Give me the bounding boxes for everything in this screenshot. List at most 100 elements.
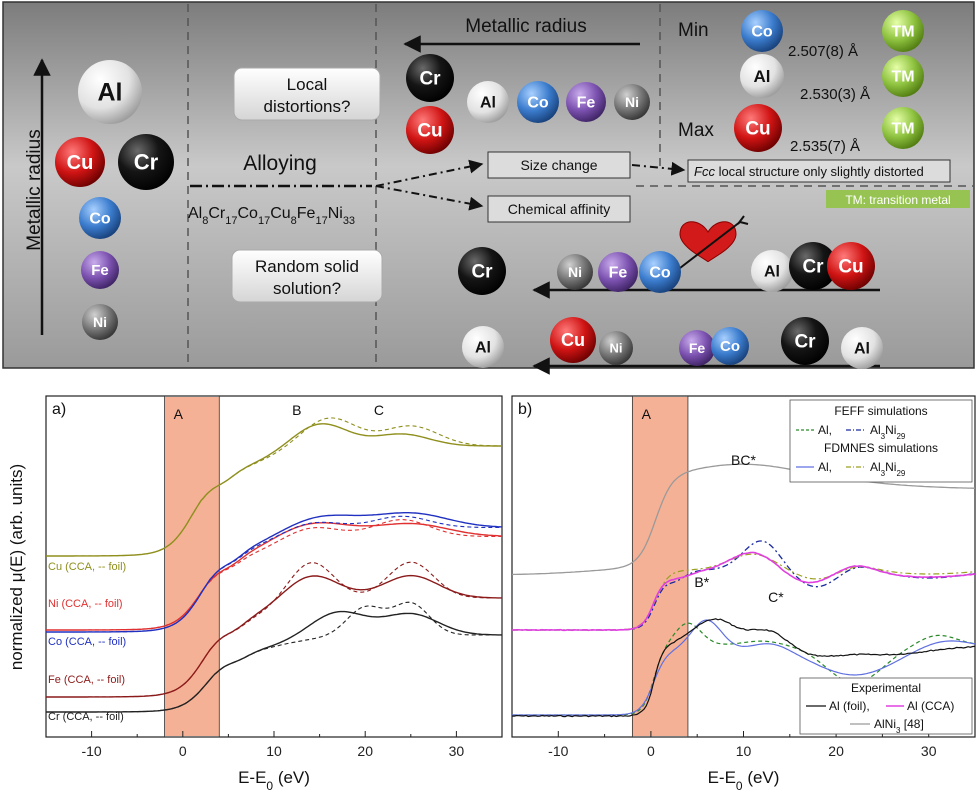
atom-co: Co (79, 197, 121, 239)
metallic-radius-label: Metallic radius (465, 16, 586, 37)
atom-fe: Fe (566, 82, 606, 122)
series-label: Fe (CCA, -- foil) (48, 674, 125, 686)
schematic-background (2, 1, 975, 369)
atom-cu: Cu (406, 106, 454, 154)
peak-annotation: B (292, 402, 301, 418)
atom-label: Co (527, 95, 549, 112)
chart-panel-a: -10 0 10 20 30 E-E0 (eV) a) A B C Cu (CCA, -- foil… (45, 395, 503, 793)
metallic-radius-axis-label: Metallic radius (24, 129, 45, 250)
atom-label: Co (751, 24, 773, 41)
panel-a-frame (45, 395, 503, 738)
size-change-label: Size change (520, 157, 597, 173)
atom-label: Fe (609, 264, 628, 281)
atom-label: Cr (802, 256, 824, 277)
legend-entry: Al (foil), (829, 699, 870, 713)
schematic-panel: Metallic radius Local distortions? Rando… (2, 1, 975, 375)
atom-label: Cu (67, 152, 94, 174)
alloying-label: Alloying (243, 152, 317, 175)
atom-cr: Cr (781, 317, 829, 365)
series-line (46, 574, 502, 698)
atom-label: TM (891, 24, 914, 41)
atom-cu: Cu (550, 317, 596, 363)
chemical-affinity-label: Chemical affinity (508, 201, 610, 217)
min-label: Min (678, 20, 709, 41)
bond-length-al: 2.530(3) Å (800, 86, 870, 103)
atom-cu: Cu (734, 104, 782, 152)
atom-label: Al (480, 95, 496, 112)
region-a-shade (632, 397, 688, 736)
atom-co: Co (517, 81, 559, 123)
series-line (46, 601, 502, 713)
bond-length-cu: 2.535(7) Å (790, 138, 860, 155)
x-axis-label: E-E0 (eV) (238, 768, 310, 793)
atom-fe: Fe (598, 252, 638, 292)
legend-entry: Al, (818, 460, 832, 474)
atom-label: Ni (610, 341, 623, 356)
series-label: Ni (CCA, -- foil) (48, 598, 123, 610)
x-tick-label: -10 (548, 743, 568, 759)
atom-label: Cu (561, 330, 585, 350)
series-line (46, 522, 502, 631)
atom-label: TM (891, 69, 914, 86)
atom-co: Co (639, 251, 681, 293)
atom-al: Al (78, 60, 142, 124)
x-tick-label: 20 (357, 743, 373, 759)
heart-icon (679, 215, 749, 269)
atom-label: Ni (93, 314, 107, 330)
atom-ni: Ni (82, 304, 118, 340)
x-tick-label: 0 (179, 743, 187, 759)
atom-al: Al (462, 326, 504, 368)
atom-cr: Cr (118, 134, 174, 190)
atom-label: Cr (419, 68, 441, 89)
atom-cu: Cu (827, 242, 875, 290)
legend-entry: Al (CCA) (907, 699, 954, 713)
random-solution-box: Random solid solution? (231, 249, 383, 303)
region-a-label: A (642, 406, 652, 422)
legend-title: FDMNES simulations (824, 441, 938, 455)
max-label: Max (678, 120, 714, 141)
x-tick-label: 10 (266, 743, 282, 759)
legend-entry: AlNi3 [48] (874, 717, 924, 735)
tm-note-box (826, 190, 970, 208)
panel-a-label: a) (52, 401, 66, 418)
series-line (46, 512, 502, 633)
atom-ni: Ni (599, 331, 633, 365)
series-line (512, 463, 975, 576)
panel-b-label: b) (518, 401, 532, 418)
local-distortions-line1: Local (287, 75, 328, 94)
y-axis-label: normalized μ(E) (arb. units) (7, 464, 26, 670)
random-solution-line1: Random solid (255, 257, 359, 276)
series-line (512, 551, 975, 632)
atom-label: Al (475, 340, 491, 357)
atom-al: Al (467, 81, 509, 123)
atom-al: Al (751, 250, 793, 292)
peak-annotation: BC* (731, 452, 756, 468)
atom-al: Al (841, 327, 883, 369)
atom-label: Ni (568, 264, 582, 280)
atom-label: Cu (838, 256, 863, 277)
atom-tm: TM (882, 107, 924, 149)
x-tick-label: 20 (828, 743, 844, 759)
atom-al: Al (740, 54, 784, 98)
atom-label: Co (720, 338, 740, 355)
atom-label: Al (98, 79, 123, 107)
peak-annotation: C (374, 402, 384, 418)
atom-label: Cu (745, 118, 770, 139)
atom-label: Co (89, 211, 111, 228)
atom-label: Ni (625, 94, 639, 110)
atom-fe: Fe (81, 251, 119, 289)
region-a-label: A (174, 406, 184, 422)
legend-entry: Al, (818, 423, 832, 437)
peak-annotation: C* (768, 589, 784, 605)
series-line (46, 561, 502, 698)
chemical-affinity-box (487, 195, 631, 223)
x-tick-label: -10 (81, 743, 101, 759)
atom-label: Co (649, 265, 671, 282)
series-line (512, 618, 975, 718)
atom-cr: Cr (458, 247, 506, 295)
atom-label: Fe (91, 262, 109, 279)
fcc-note: Fcc local structure only slightly distor… (694, 164, 924, 179)
legend-title: FEFF simulations (834, 404, 927, 418)
fcc-arrow (631, 161, 686, 176)
atom-co: Co (741, 10, 783, 52)
